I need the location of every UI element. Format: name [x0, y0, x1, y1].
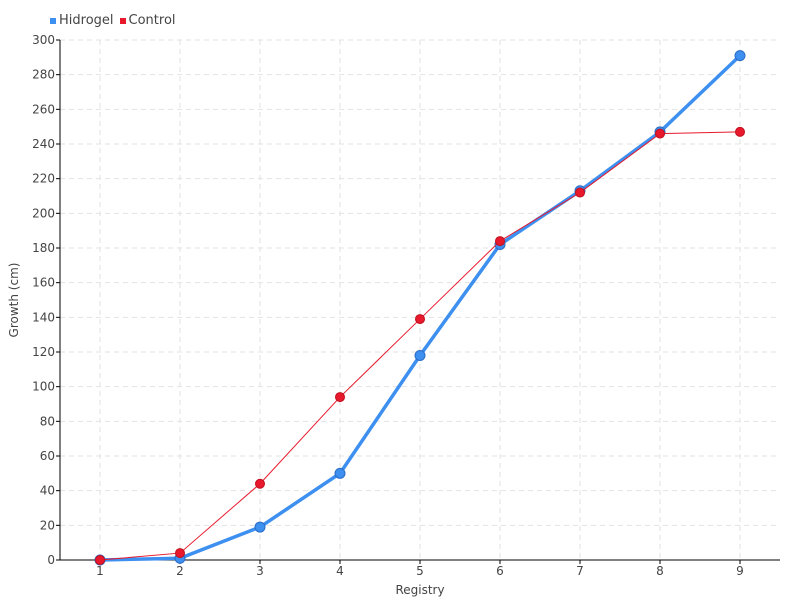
x-tick-label: 3 [256, 564, 264, 578]
legend-item-hidrogel[interactable]: Hidrogel [50, 13, 114, 28]
y-tick-label: 100 [32, 380, 55, 394]
data-point-control [495, 236, 505, 247]
x-tick-label: 2 [176, 564, 184, 578]
data-point-control [735, 126, 745, 137]
y-tick-label: 120 [32, 345, 55, 359]
x-tick-label: 9 [736, 564, 744, 578]
y-tick-label: 280 [32, 68, 55, 82]
x-tick-label: 7 [576, 564, 584, 578]
x-tick-label: 4 [336, 564, 344, 578]
y-tick-label: 0 [47, 553, 55, 567]
data-point-control [655, 128, 665, 139]
y-tick-label: 220 [32, 172, 55, 186]
y-tick-label: 200 [32, 206, 55, 220]
data-point-control [255, 478, 265, 489]
data-point-hidrogel [734, 50, 746, 62]
legend-item-control[interactable]: Control [119, 13, 176, 28]
y-tick-label: 20 [40, 518, 55, 532]
data-point-control [175, 548, 185, 559]
data-point-control [95, 555, 105, 565]
x-axis-label: Registry [395, 583, 444, 597]
y-tick-label: 300 [32, 33, 55, 47]
legend-swatch-control [119, 17, 126, 24]
y-tick-label: 180 [32, 241, 55, 255]
legend-label-hidrogel: Hidrogel [59, 13, 114, 28]
x-tick-label: 8 [656, 564, 664, 578]
y-tick-label: 40 [40, 484, 55, 498]
y-tick-label: 260 [32, 102, 55, 116]
x-tick-label: 5 [416, 564, 424, 578]
legend-label-control: Control [128, 13, 176, 28]
data-point-control [415, 314, 425, 325]
data-point-control [335, 392, 345, 403]
y-tick-label: 240 [32, 137, 55, 151]
legend-swatch-hidrogel [50, 17, 56, 24]
data-point-hidrogel [254, 521, 266, 533]
data-point-hidrogel [334, 467, 346, 479]
x-tick-label: 1 [96, 564, 104, 578]
y-tick-label: 140 [32, 310, 55, 324]
y-tick-label: 60 [40, 449, 55, 463]
y-tick-label: 80 [40, 414, 55, 428]
data-point-hidrogel [414, 349, 426, 361]
y-axis-label: Growth (cm) [7, 263, 21, 338]
legend: Hidrogel Control [50, 13, 176, 28]
y-tick-label: 160 [32, 276, 55, 290]
data-point-control [575, 187, 585, 198]
x-tick-label: 6 [496, 564, 504, 578]
